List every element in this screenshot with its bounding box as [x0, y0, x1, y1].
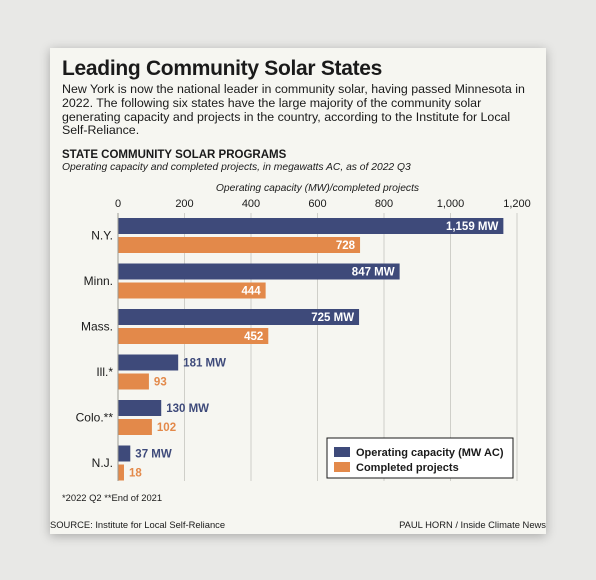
data-label-completed-projects: 18: [129, 468, 142, 480]
category-label: Mass.: [81, 320, 113, 334]
legend-swatch: [334, 447, 350, 457]
bar-operating-capacity: [118, 354, 179, 371]
category-label: Minn.: [84, 274, 113, 288]
source-credit: SOURCE: Institute for Local Self-Relianc…: [50, 519, 226, 530]
page-title: Leading Community Solar States: [62, 57, 383, 80]
data-label-operating-capacity: 37 MW: [135, 449, 172, 461]
data-label-completed-projects: 93: [154, 377, 167, 389]
bar-chart: Operating capacity (MW)/completed projec…: [76, 183, 531, 481]
x-tick-label: 800: [375, 198, 393, 210]
legend-box: [326, 437, 514, 479]
bar-operating-capacity: [118, 263, 400, 280]
bar-operating-capacity: [118, 400, 162, 416]
bar-operating-capacity: [118, 309, 360, 325]
category-label: Colo.**: [76, 411, 114, 425]
chart-title: STATE COMMUNITY SOLAR PROGRAMS: [62, 149, 287, 161]
category-label: N.J.: [92, 456, 113, 470]
legend-label: Completed projects: [356, 462, 459, 474]
intro-text: New York is now the national leader in c…: [62, 82, 525, 138]
legend-label: Operating capacity (MW AC): [356, 447, 504, 459]
chart-subtitle: Operating capacity and completed project…: [62, 162, 411, 173]
bar-completed-projects: [118, 419, 152, 435]
x-tick-label: 400: [242, 198, 260, 210]
data-label-operating-capacity: 181 MW: [183, 358, 226, 370]
author-credit: PAUL HORN / Inside Climate News: [399, 519, 546, 530]
infographic-card: Leading Community Solar States New York …: [50, 48, 546, 534]
data-label-operating-capacity: 847 MW: [352, 267, 395, 279]
bar-operating-capacity: [118, 445, 131, 462]
data-label-completed-projects: 102: [157, 422, 176, 434]
data-label-completed-projects: 728: [336, 240, 356, 252]
bar-completed-projects: [118, 282, 266, 299]
data-label-completed-projects: 444: [241, 286, 261, 298]
x-tick-label: 1,200: [503, 198, 531, 210]
bar-completed-projects: [118, 373, 149, 390]
x-tick-label: 0: [115, 198, 121, 210]
data-label-operating-capacity: 1,159 MW: [446, 221, 499, 233]
bar-completed-projects: [118, 464, 124, 481]
data-label-completed-projects: 452: [244, 331, 263, 343]
bar-completed-projects: [118, 237, 361, 253]
x-axis-label: Operating capacity (MW)/completed projec…: [216, 183, 419, 194]
x-tick-label: 600: [308, 198, 326, 210]
data-label-operating-capacity: 130 MW: [166, 403, 209, 415]
bar-completed-projects: [118, 328, 269, 344]
category-label: Ill.*: [96, 365, 113, 379]
bar-operating-capacity: [118, 218, 504, 234]
category-label: N.Y.: [91, 229, 113, 243]
footnote: *2022 Q2 **End of 2021: [62, 492, 163, 503]
x-tick-label: 1,000: [437, 198, 465, 210]
data-label-operating-capacity: 725 MW: [311, 312, 354, 324]
legend-swatch: [334, 462, 350, 472]
x-tick-label: 200: [175, 198, 193, 210]
